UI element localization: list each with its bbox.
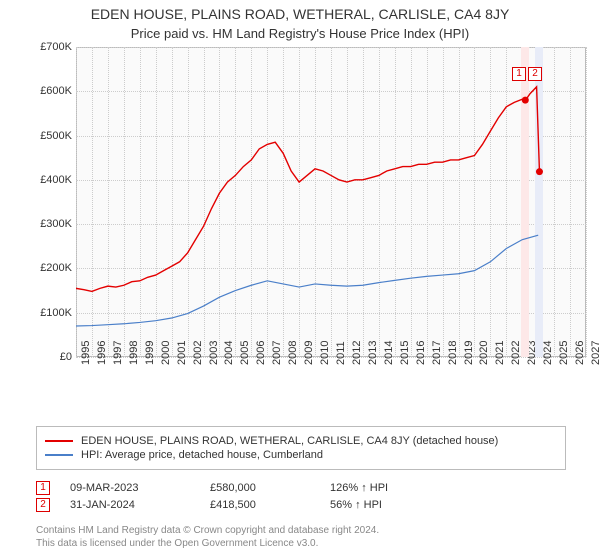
chart-title: EDEN HOUSE, PLAINS ROAD, WETHERAL, CARLI… bbox=[0, 0, 600, 22]
y-axis-tick: £600K bbox=[32, 85, 72, 97]
chart-lines bbox=[76, 47, 586, 357]
sale-price: £580,000 bbox=[210, 482, 310, 494]
legend-label: HPI: Average price, detached house, Cumb… bbox=[81, 449, 323, 461]
footer-line: Contains HM Land Registry data © Crown c… bbox=[36, 524, 566, 537]
chart-marker-label: 2 bbox=[528, 67, 542, 81]
y-axis-tick: £200K bbox=[32, 262, 72, 274]
footer: Contains HM Land Registry data © Crown c… bbox=[36, 524, 566, 550]
sale-marker: 1 bbox=[36, 481, 50, 495]
y-axis-tick: £100K bbox=[32, 307, 72, 319]
sale-price: £418,500 bbox=[210, 499, 310, 511]
x-axis-tick: 2027 bbox=[590, 341, 600, 365]
legend-item: HPI: Average price, detached house, Cumb… bbox=[45, 449, 557, 461]
legend-swatch bbox=[45, 440, 73, 442]
legend: EDEN HOUSE, PLAINS ROAD, WETHERAL, CARLI… bbox=[36, 426, 566, 470]
chart-subtitle: Price paid vs. HM Land Registry's House … bbox=[0, 22, 600, 47]
legend-swatch bbox=[45, 454, 73, 456]
y-axis-tick: £700K bbox=[32, 41, 72, 53]
y-axis-tick: £500K bbox=[32, 130, 72, 142]
chart-area: £0£100K£200K£300K£400K£500K£600K£700K 19… bbox=[36, 47, 596, 397]
sale-hpi-diff: 126% ↑ HPI bbox=[330, 482, 450, 494]
sale-date: 31-JAN-2024 bbox=[70, 499, 190, 511]
sale-hpi-diff: 56% ↑ HPI bbox=[330, 499, 450, 511]
table-row: 1 09-MAR-2023 £580,000 126% ↑ HPI bbox=[36, 481, 566, 495]
sale-marker: 2 bbox=[36, 498, 50, 512]
y-axis-tick: £400K bbox=[32, 174, 72, 186]
y-axis-tick: £0 bbox=[32, 351, 72, 363]
y-axis-tick: £300K bbox=[32, 218, 72, 230]
table-row: 2 31-JAN-2024 £418,500 56% ↑ HPI bbox=[36, 498, 566, 512]
footer-line: This data is licensed under the Open Gov… bbox=[36, 537, 566, 550]
legend-item: EDEN HOUSE, PLAINS ROAD, WETHERAL, CARLI… bbox=[45, 435, 557, 447]
sales-table: 1 09-MAR-2023 £580,000 126% ↑ HPI 2 31-J… bbox=[36, 478, 566, 515]
legend-label: EDEN HOUSE, PLAINS ROAD, WETHERAL, CARLI… bbox=[81, 435, 498, 447]
chart-container: EDEN HOUSE, PLAINS ROAD, WETHERAL, CARLI… bbox=[0, 0, 600, 560]
chart-marker-label: 1 bbox=[512, 67, 526, 81]
sale-date: 09-MAR-2023 bbox=[70, 482, 190, 494]
